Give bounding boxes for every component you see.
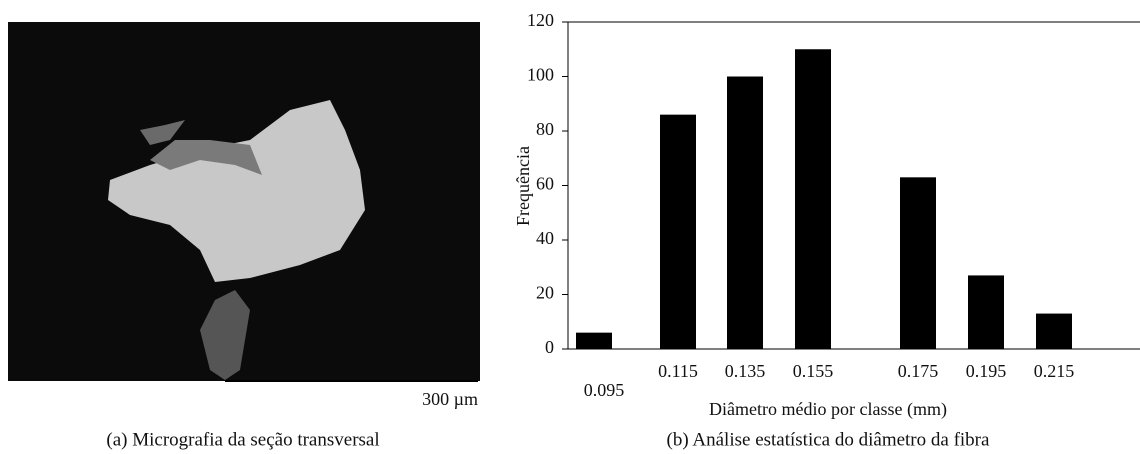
x-axis-label: Diâmetro médio por classe (mm) <box>709 399 947 420</box>
bar <box>795 49 831 349</box>
x-tick-label: 0.215 <box>1034 361 1075 381</box>
scale-label: 300 µm <box>422 389 478 409</box>
y-tick-label: 20 <box>536 283 554 303</box>
y-tick-label: 60 <box>536 174 554 194</box>
caption: (b) Análise estatística do diâmetro da f… <box>667 429 990 450</box>
x-tick-label: 0.175 <box>898 361 939 381</box>
bar <box>727 76 763 349</box>
x-tick-label: 0.155 <box>793 361 834 381</box>
fiber-fragment <box>140 120 185 145</box>
caption: (a) Micrografia da seção transversal <box>106 429 379 450</box>
bar <box>1036 313 1072 349</box>
fiber-section <box>108 100 365 282</box>
y-tick-label: 40 <box>536 228 554 248</box>
y-tick-label: 0 <box>545 337 554 357</box>
y-tick-label: 120 <box>527 10 554 30</box>
bar <box>576 332 612 349</box>
micrograph: 300 µm (a) Micrografia da seção transver… <box>8 22 480 450</box>
fiber-strands <box>200 290 250 380</box>
bar <box>968 275 1004 349</box>
y-tick-label: 100 <box>527 65 554 85</box>
bar <box>900 177 936 349</box>
x-tick-label: 0.115 <box>658 361 698 381</box>
x-tick-label: 0.195 <box>966 361 1007 381</box>
x-tick-label: 0.095 <box>584 380 625 400</box>
x-tick-label: 0.135 <box>725 361 766 381</box>
y-axis-label: Frequência <box>513 146 533 226</box>
bar <box>660 114 696 350</box>
y-tick-label: 80 <box>536 119 554 139</box>
fiber-sheath <box>150 140 262 175</box>
